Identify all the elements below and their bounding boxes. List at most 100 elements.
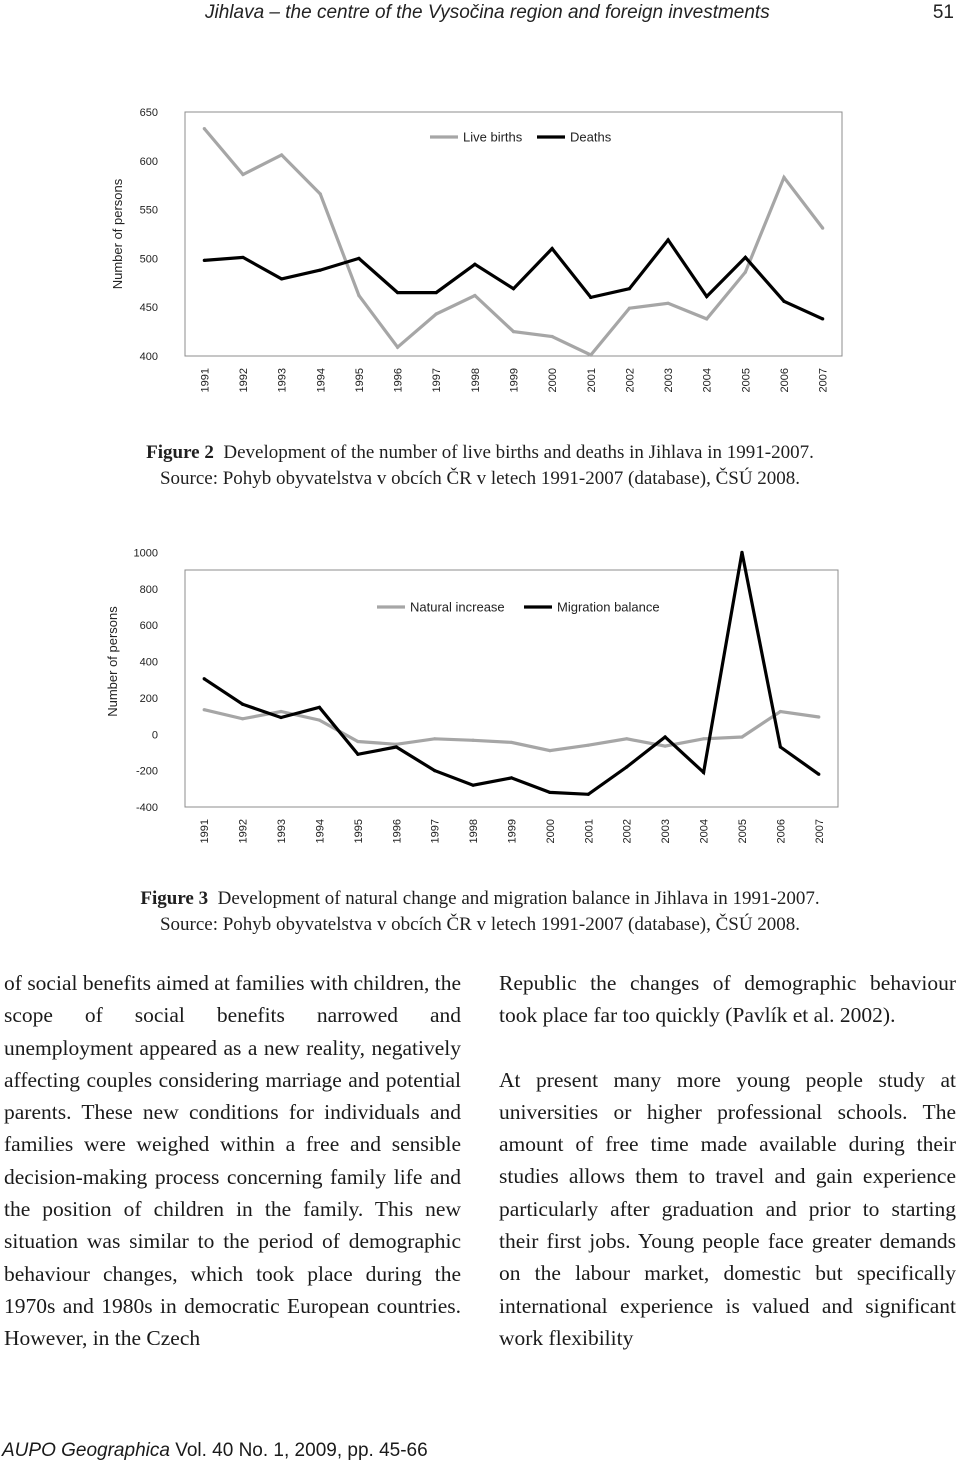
- x-tick-label: 1998: [468, 819, 480, 843]
- right-column: Republic the changes of demographic beha…: [499, 967, 956, 1354]
- y-tick-label: 550: [140, 205, 158, 217]
- y-tick-label: 650: [140, 107, 158, 119]
- data-point: [318, 192, 322, 196]
- plot-area: [184, 111, 843, 357]
- legend-label: Migration balance: [557, 600, 660, 615]
- x-tick-label: 1997: [430, 819, 442, 843]
- journal-volume: Vol. 40 No. 1, 2009, pp. 45-66: [175, 1440, 428, 1461]
- figure-3-label: Figure 3: [140, 888, 209, 909]
- data-point: [821, 317, 825, 321]
- x-tick-label: 2003: [663, 368, 675, 392]
- y-tick-label: 400: [140, 351, 158, 363]
- y-axis-label: Number of persons: [105, 606, 120, 717]
- data-point: [663, 735, 667, 739]
- figure-3-source: Source: Pohyb obyvatelstva v obcích ČR v…: [159, 914, 801, 935]
- y-tick-label: 450: [140, 302, 158, 314]
- x-tick-label: 1999: [507, 819, 519, 843]
- x-tick-label: 2002: [624, 368, 636, 392]
- data-point: [509, 776, 514, 780]
- data-point: [280, 277, 284, 281]
- data-point: [778, 709, 782, 714]
- x-tick-label: 2005: [737, 819, 749, 843]
- data-point: [743, 255, 747, 260]
- natural-migration-chart: -400-200020040060080010001200Number of p…: [105, 547, 839, 843]
- data-point: [821, 226, 825, 230]
- data-point: [705, 294, 709, 299]
- data-point: [241, 702, 245, 706]
- x-tick-label: 2000: [547, 368, 559, 392]
- x-tick-label: 1996: [393, 368, 405, 392]
- y-tick-label: 600: [140, 620, 158, 632]
- figure-2-label: Figure 2: [146, 442, 214, 463]
- right-column-paragraph-1: Republic the changes of demographic beha…: [499, 971, 956, 1028]
- x-tick-label: 1999: [509, 368, 521, 392]
- x-tick-label: 1996: [391, 819, 403, 843]
- data-point: [471, 738, 475, 742]
- data-point: [782, 175, 786, 179]
- data-point: [318, 268, 322, 272]
- data-point: [395, 345, 400, 349]
- figure-2-source: Source: Pohyb obyvatelstva v obcích ČR v…: [159, 468, 801, 489]
- x-tick-label: 1992: [238, 368, 250, 392]
- data-point: [743, 270, 747, 274]
- x-tick-label: 1998: [470, 368, 482, 392]
- data-point: [317, 718, 322, 722]
- data-point: [701, 737, 706, 741]
- running-title: Jihlava – the centre of the Vysočina reg…: [205, 2, 770, 23]
- data-point: [740, 550, 744, 554]
- data-point: [625, 765, 629, 769]
- y-axis-label: Number of persons: [110, 178, 125, 289]
- data-point: [280, 153, 284, 157]
- data-point: [663, 744, 667, 748]
- data-point: [666, 238, 670, 242]
- data-point: [817, 715, 821, 719]
- x-tick-label: 1995: [353, 819, 365, 843]
- series-line-live-births: [203, 127, 824, 357]
- data-point: [202, 258, 206, 262]
- x-tick-label: 2006: [775, 819, 787, 843]
- x-tick-label: 1993: [276, 819, 288, 843]
- x-tick-label: 2007: [814, 819, 826, 843]
- data-point: [589, 353, 593, 357]
- data-point: [395, 290, 400, 295]
- data-point: [434, 290, 438, 295]
- data-point: [550, 334, 554, 339]
- x-tick-label: 2001: [586, 368, 598, 392]
- x-tick-label: 2007: [818, 368, 830, 392]
- data-point: [740, 735, 744, 739]
- data-point: [279, 715, 283, 720]
- x-tick-label: 1994: [314, 819, 326, 843]
- legend-label: Live births: [463, 130, 523, 145]
- legend-label: Deaths: [570, 130, 612, 145]
- data-point: [357, 256, 361, 260]
- data-point: [778, 745, 782, 749]
- y-tick-label: -200: [136, 766, 158, 778]
- data-point: [279, 709, 283, 714]
- x-tick-label: 2004: [702, 368, 714, 392]
- data-point: [202, 677, 206, 681]
- data-point: [627, 306, 632, 310]
- right-column-paragraph-2: At present many more young people study …: [499, 1067, 956, 1350]
- y-tick-label: 500: [140, 253, 158, 265]
- series-line-migration-balance: [203, 552, 820, 796]
- page-number: 51: [932, 2, 954, 23]
- series-line-natural-increase: [203, 708, 820, 753]
- data-point: [817, 772, 821, 776]
- data-point: [241, 717, 245, 721]
- data-point: [586, 743, 590, 747]
- data-point: [433, 737, 437, 741]
- y-tick-label: 600: [140, 156, 158, 168]
- plot-area: [184, 569, 839, 808]
- x-tick-label: 1994: [315, 368, 327, 392]
- data-point: [509, 740, 514, 745]
- left-column-paragraph: of social benefits aimed at families wit…: [4, 971, 461, 1351]
- x-tick-label: 2000: [545, 819, 557, 843]
- x-tick-label: 1995: [354, 368, 366, 392]
- x-tick-label: 2001: [583, 819, 595, 843]
- data-point: [586, 792, 590, 796]
- data-point: [434, 312, 438, 316]
- data-point: [625, 737, 629, 741]
- y-tick-label: -400: [136, 802, 158, 814]
- data-point: [241, 255, 245, 260]
- data-point: [433, 769, 437, 773]
